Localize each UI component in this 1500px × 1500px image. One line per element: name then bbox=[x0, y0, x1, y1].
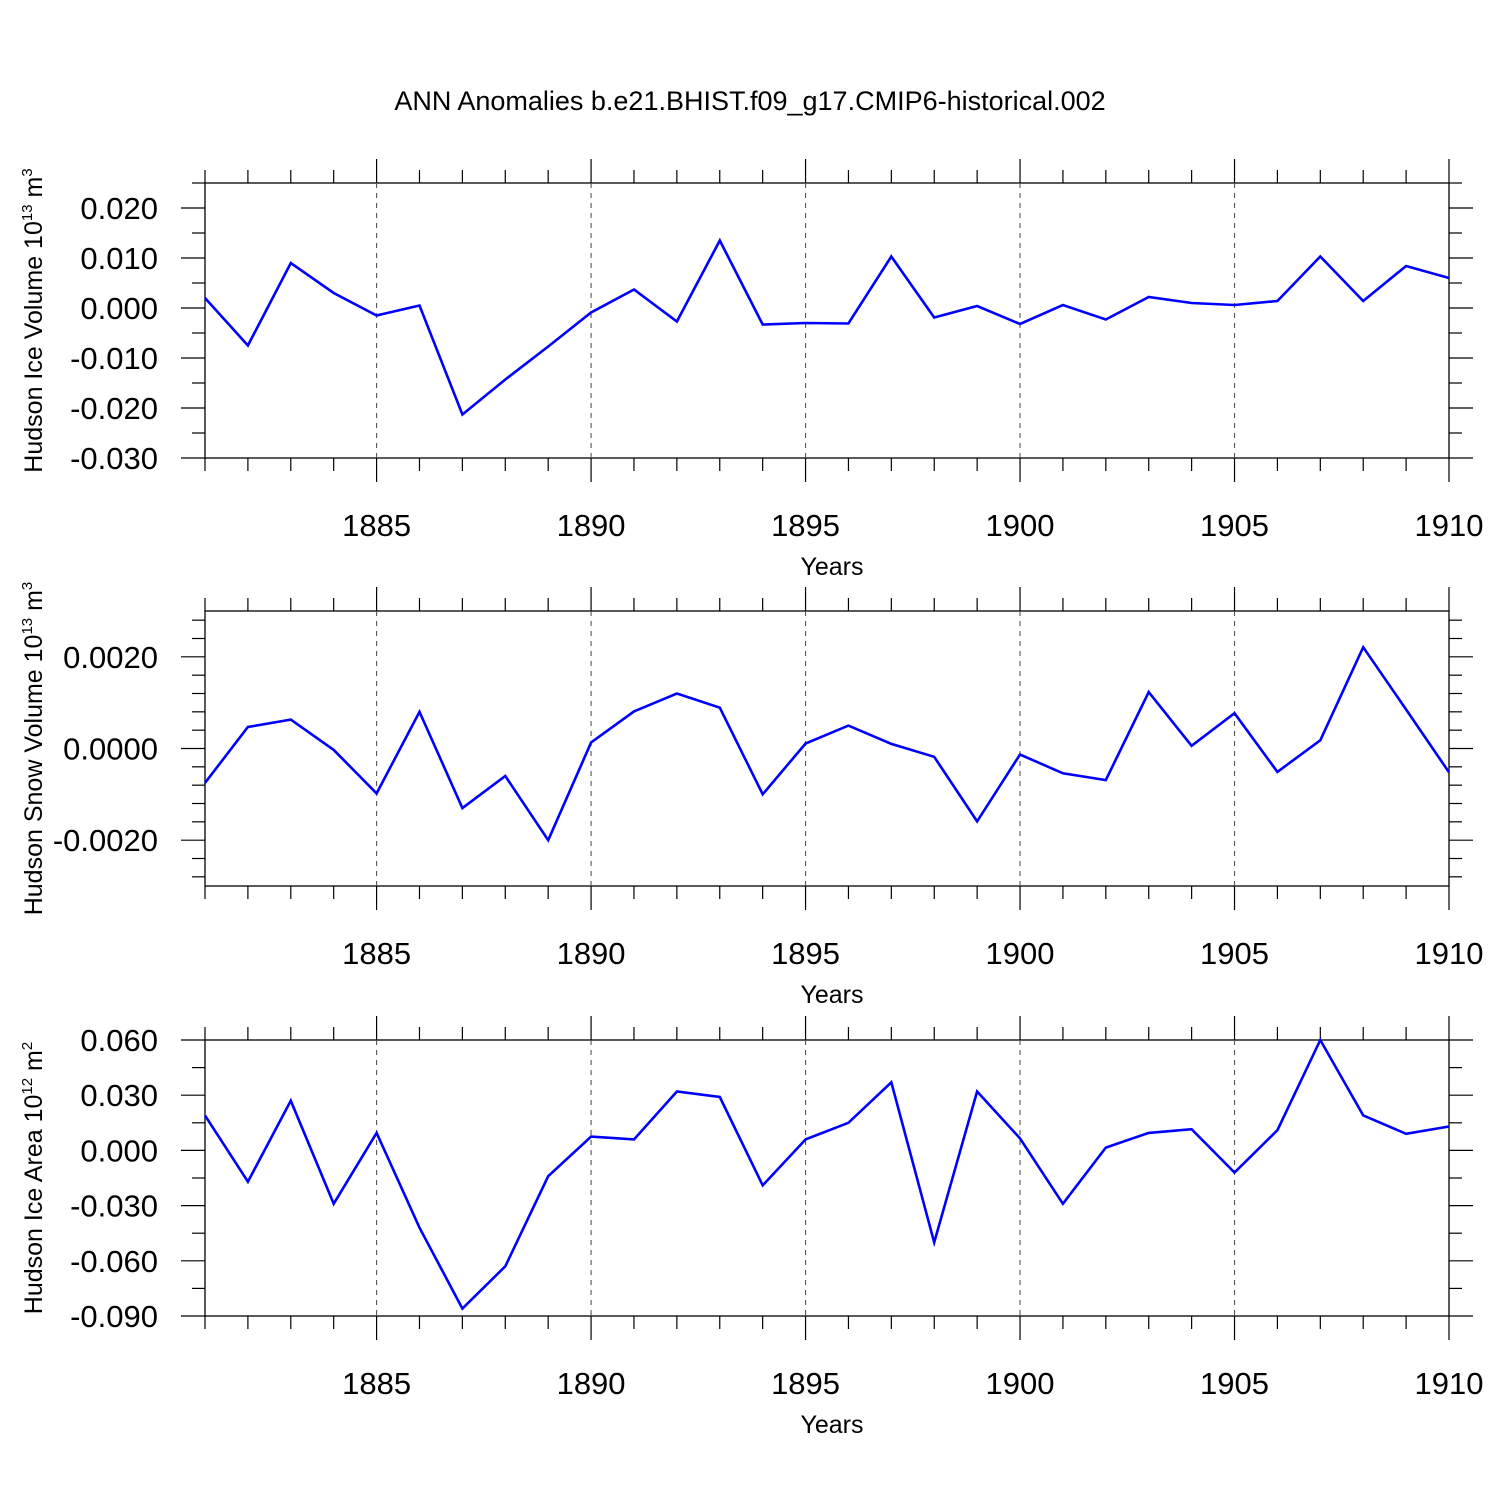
x-tick-label: 1890 bbox=[557, 508, 626, 543]
panel-1: 1885 1890 1895 1900 1905 1910 Years -0.030 -0.02… bbox=[19, 159, 1483, 581]
y-tick-label: -0.060 bbox=[70, 1244, 158, 1279]
chart-title: ANN Anomalies b.e21.BHIST.f09_g17.CMIP6-… bbox=[394, 86, 1105, 116]
plot-frame bbox=[204, 610, 1450, 887]
y-tick-label: 0.030 bbox=[80, 1078, 158, 1113]
y-tick-label: -0.010 bbox=[70, 341, 158, 376]
x-tick-label: 1905 bbox=[1200, 1366, 1269, 1401]
y-tick-label: -0.030 bbox=[70, 441, 158, 476]
y-tick-label: 0.020 bbox=[80, 191, 158, 226]
series-line bbox=[203, 644, 1451, 843]
y-tick-label: 0.000 bbox=[80, 1133, 158, 1168]
x-tick-label: 1885 bbox=[342, 1366, 411, 1401]
x-tick-label: 1895 bbox=[771, 936, 840, 971]
plot-frame bbox=[204, 1039, 1450, 1317]
series-line bbox=[204, 237, 1450, 417]
x-tick-label: 1900 bbox=[986, 1366, 1055, 1401]
y-tick-label: 0.0020 bbox=[63, 640, 158, 675]
x-tick-label: 1905 bbox=[1200, 508, 1269, 543]
y-tick-label: 0.000 bbox=[80, 291, 158, 326]
x-tick-label: 1895 bbox=[771, 1366, 840, 1401]
y-axis-label: Hudson Snow Volume 1013 m3 bbox=[19, 582, 48, 916]
y-tick-label: -0.030 bbox=[70, 1189, 158, 1224]
panel-2: 1885 1890 1895 1900 1905 1910 Years -0.0020 0.00… bbox=[19, 582, 1483, 1009]
y-tick-label: -0.0020 bbox=[53, 823, 158, 858]
x-tick-label: 1905 bbox=[1200, 936, 1269, 971]
plot-frame bbox=[204, 182, 1450, 459]
x-axis-label: Years bbox=[800, 1411, 863, 1439]
x-tick-label: 1895 bbox=[771, 508, 840, 543]
x-tick-label: 1885 bbox=[342, 508, 411, 543]
y-axis-label: Hudson Ice Area 1012 m2 bbox=[19, 1042, 48, 1314]
x-axis-label: Years bbox=[800, 553, 863, 581]
y-tick-label: -0.020 bbox=[70, 391, 158, 426]
y-axis-label: Hudson Ice Volume 1013 m3 bbox=[19, 168, 48, 472]
x-tick-label: 1910 bbox=[1415, 1366, 1484, 1401]
y-tick-label: 0.0000 bbox=[63, 732, 158, 767]
series-line bbox=[203, 1037, 1450, 1311]
x-tick-label: 1885 bbox=[342, 936, 411, 971]
x-tick-label: 1900 bbox=[986, 936, 1055, 971]
x-axis-label: Years bbox=[800, 981, 863, 1009]
panel-3: 1885 1890 1895 1900 1905 1910 Years -0.090 -0.06… bbox=[19, 1016, 1483, 1439]
y-tick-label: 0.010 bbox=[80, 241, 158, 276]
y-tick-label: -0.090 bbox=[70, 1299, 158, 1334]
y-tick-label: 0.060 bbox=[80, 1023, 158, 1058]
x-tick-label: 1910 bbox=[1415, 508, 1484, 543]
x-tick-label: 1890 bbox=[557, 936, 626, 971]
x-tick-label: 1900 bbox=[986, 508, 1055, 543]
x-tick-label: 1890 bbox=[557, 1366, 626, 1401]
x-tick-label: 1910 bbox=[1415, 936, 1484, 971]
